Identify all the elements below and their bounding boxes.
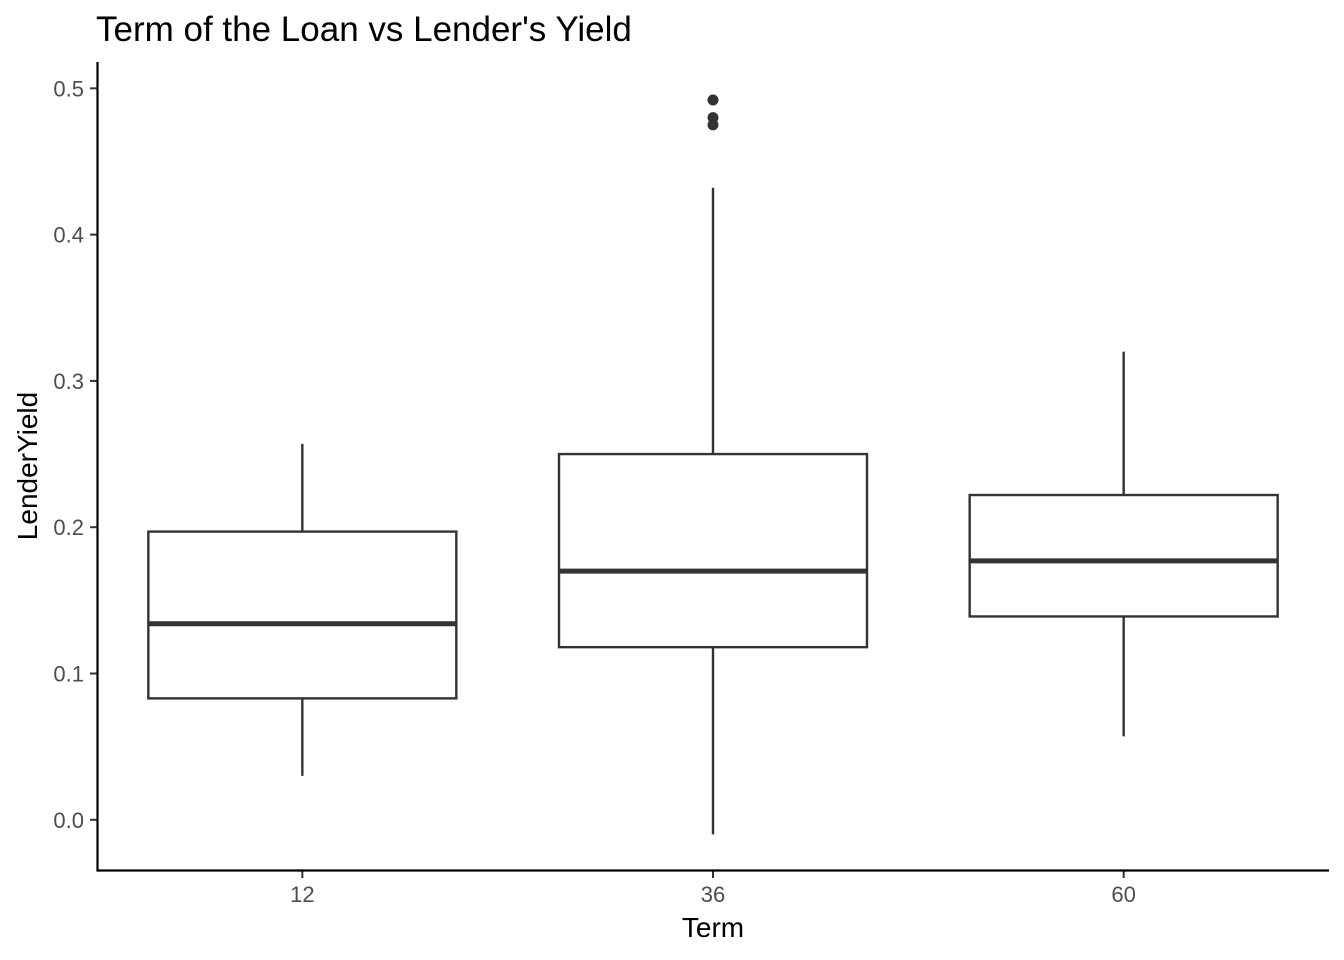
box-group-60 xyxy=(968,351,1279,737)
x-tick-label: 36 xyxy=(701,882,725,907)
outlier-point xyxy=(707,94,719,106)
y-tick-label: 0.3 xyxy=(53,369,84,394)
x-tick-label: 12 xyxy=(290,882,314,907)
x-tick-label: 60 xyxy=(1111,882,1135,907)
box-group-36 xyxy=(557,94,869,835)
y-tick-label: 0.0 xyxy=(53,808,84,833)
chart-title: Term of the Loan vs Lender's Yield xyxy=(96,10,632,49)
box-iqr xyxy=(968,493,1279,618)
y-tick-label: 0.2 xyxy=(53,515,84,540)
box-group-12 xyxy=(147,443,458,776)
x-axis-ticks: 12 36 60 xyxy=(290,871,1136,907)
y-axis-title: LenderYield xyxy=(12,392,43,540)
box-iqr xyxy=(147,530,458,700)
y-tick-label: 0.1 xyxy=(53,662,84,687)
outlier-point xyxy=(707,112,719,124)
y-tick-label: 0.5 xyxy=(53,76,84,101)
plot-area: 0.0 0.1 0.2 0.3 0.4 0.5 12 36 60 xyxy=(53,62,1329,907)
box-iqr xyxy=(557,452,869,649)
y-axis-ticks: 0.0 0.1 0.2 0.3 0.4 0.5 xyxy=(53,76,97,833)
x-axis-title: Term xyxy=(682,912,744,943)
boxes-layer xyxy=(147,94,1279,835)
y-tick-label: 0.4 xyxy=(53,223,84,248)
